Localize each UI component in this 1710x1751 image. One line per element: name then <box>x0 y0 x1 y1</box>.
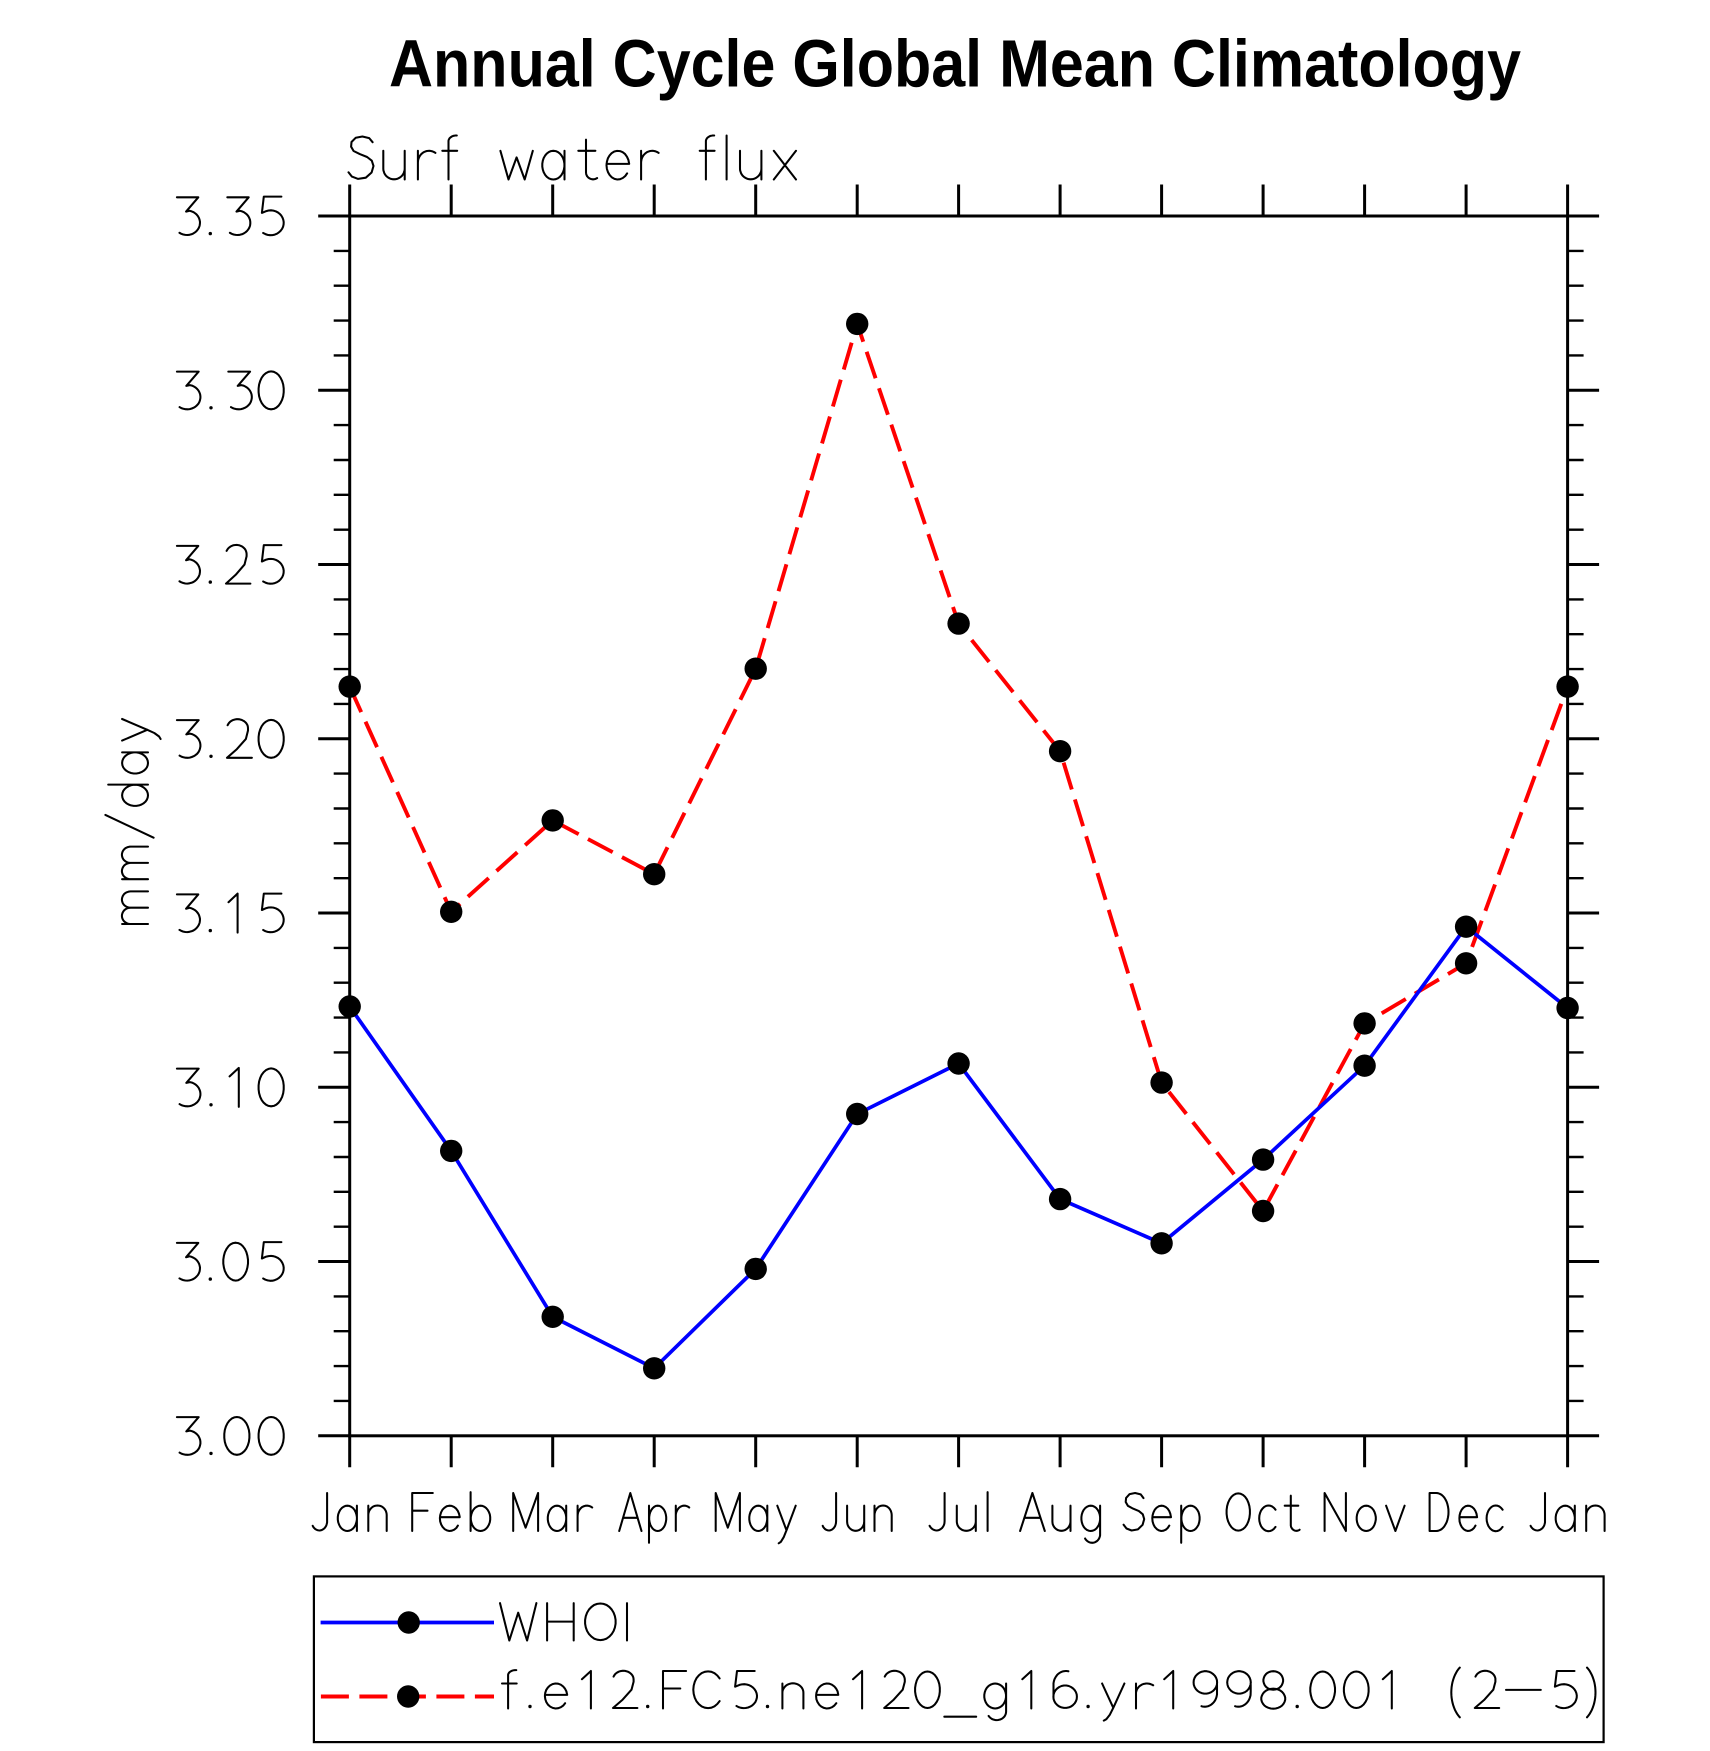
svg-text:Annual Cycle Global Mean Clima: Annual Cycle Global Mean Climatology <box>389 28 1521 102</box>
